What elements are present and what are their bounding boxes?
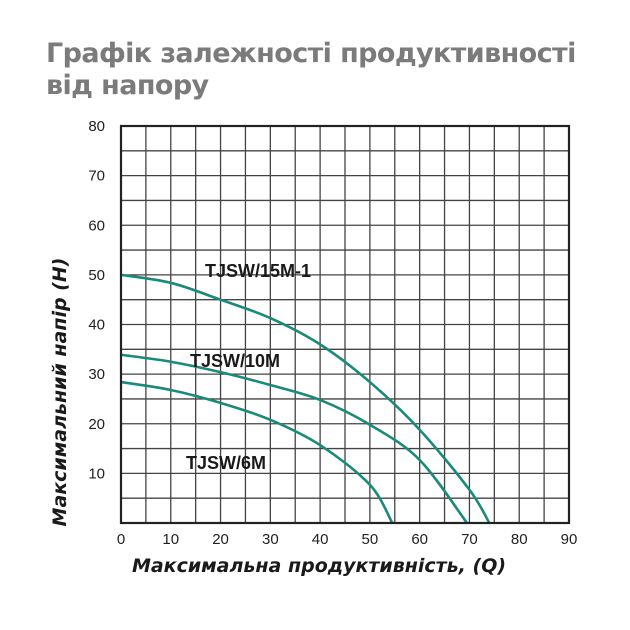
- x-tick-label: 20: [212, 531, 229, 548]
- x-tick-label: 70: [461, 531, 478, 548]
- series-label: TJSW/10M: [190, 351, 280, 371]
- x-tick-label: 60: [411, 531, 428, 548]
- chart-title: Графік залежності продуктивності від нап…: [46, 38, 576, 101]
- x-axis-ticks: 0 10 20 30 40 50 60 70 80 90: [117, 531, 578, 548]
- y-tick-label: 40: [88, 317, 105, 334]
- x-tick-label: 30: [262, 531, 279, 548]
- y-tick-label: 50: [88, 267, 105, 284]
- series-labels: TJSW/15M-1 TJSW/10M TJSW/6M: [186, 261, 311, 473]
- y-axis-ticks: 10 20 30 40 50 60 70 80: [88, 118, 105, 482]
- y-tick-label: 20: [88, 416, 105, 433]
- x-tick-label: 10: [162, 531, 179, 548]
- x-tick-label: 0: [117, 531, 125, 548]
- x-tick-label: 90: [561, 531, 578, 548]
- y-tick-label: 10: [88, 465, 105, 482]
- series-curve-tjsw-15m-1: [120, 273, 491, 524]
- y-axis-label: Максимальний напір (H): [49, 258, 71, 527]
- series-curves: [120, 273, 491, 524]
- series-label: TJSW/6M: [186, 453, 266, 473]
- series-curve-tjsw-10m: [120, 353, 468, 524]
- x-tick-label: 80: [511, 531, 528, 548]
- x-axis-label: Максимальна продуктивність, (Q): [132, 555, 506, 577]
- y-tick-label: 30: [88, 366, 105, 383]
- series-curve-tjsw-6m: [120, 380, 394, 524]
- y-tick-label: 70: [88, 168, 105, 185]
- x-tick-label: 40: [312, 531, 329, 548]
- x-tick-label: 50: [362, 531, 379, 548]
- plot-frame: [119, 124, 571, 525]
- series-label: TJSW/15M-1: [205, 261, 311, 281]
- y-tick-label: 80: [88, 118, 105, 135]
- y-tick-label: 60: [88, 217, 105, 234]
